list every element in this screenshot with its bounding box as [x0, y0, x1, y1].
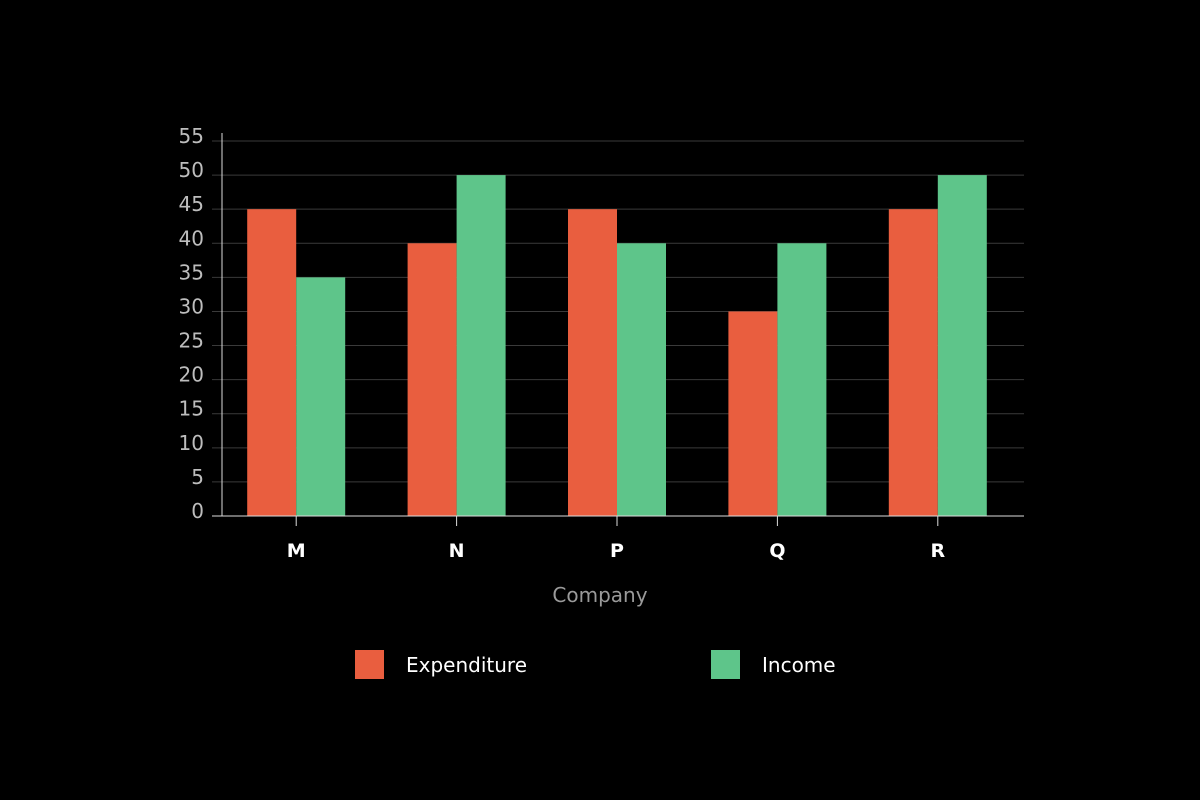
y-tick-label: 35 — [179, 260, 204, 284]
y-tick-label: 55 — [179, 124, 204, 148]
bar-expenditure-N — [407, 243, 457, 517]
y-tick-label: 10 — [179, 431, 204, 455]
bar-expenditure-Q — [728, 311, 778, 516]
legend-swatch-expenditure — [355, 650, 384, 679]
y-tick-label: 30 — [179, 294, 204, 318]
bar-income-R — [937, 175, 987, 516]
y-tick-label: 50 — [179, 158, 204, 182]
bar-expenditure-P — [568, 209, 617, 516]
y-tick-label: 25 — [179, 329, 204, 353]
x-tick-label: Q — [769, 540, 785, 562]
x-tick-label: N — [449, 540, 465, 562]
legend-swatch-income — [711, 650, 740, 679]
legend-item-income: Income — [711, 650, 836, 679]
bar-expenditure-R — [888, 209, 938, 516]
legend: Expenditure Income — [0, 650, 1200, 680]
bar-expenditure-M — [247, 209, 297, 516]
x-tick-label: P — [610, 540, 624, 562]
bar-income-M — [296, 277, 346, 516]
y-tick-label: 15 — [179, 397, 204, 421]
y-tick-label: 5 — [191, 465, 204, 489]
y-tick-label: 40 — [179, 226, 204, 250]
x-tick-label: M — [287, 540, 306, 562]
legend-item-expenditure: Expenditure — [355, 650, 527, 679]
y-tick-label: 20 — [179, 363, 204, 387]
y-tick-label: 0 — [191, 499, 204, 523]
bar-income-Q — [777, 243, 827, 517]
legend-label-expenditure: Expenditure — [406, 652, 528, 677]
y-tick-label: 45 — [179, 192, 204, 216]
bar-income-P — [617, 243, 666, 517]
legend-label-income: Income — [762, 652, 836, 677]
x-tick-label: R — [930, 540, 945, 562]
x-axis-label: Company — [552, 583, 647, 607]
bar-income-N — [456, 175, 506, 516]
